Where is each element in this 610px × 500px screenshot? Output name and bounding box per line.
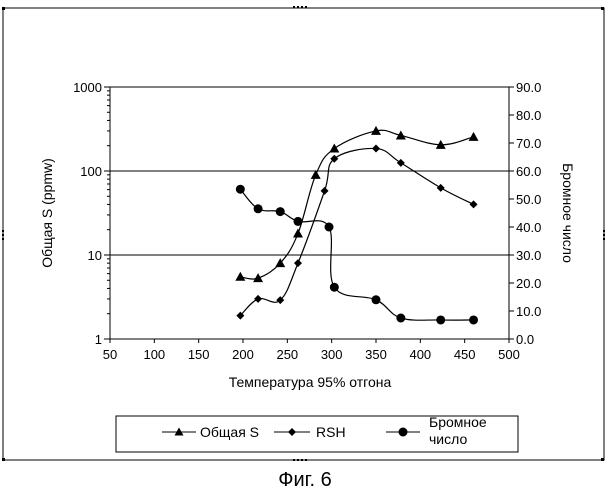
x-axis-title: Температура 95% отгона [229, 374, 392, 390]
circle-point [469, 315, 479, 325]
triangle-point [371, 125, 381, 135]
series-line [239, 188, 474, 321]
legend: Общая S RSH Бромное число [115, 414, 519, 453]
series-2 [236, 144, 478, 320]
frame-handles[interactable] [2, 6, 605, 461]
series-1 [235, 125, 479, 283]
x-tick-label: 300 [321, 347, 343, 362]
triangle-point [235, 271, 246, 281]
x-tick-label: 350 [365, 347, 387, 362]
right-y-axis: 0.0 10.0 20.0 30.0 40.0 50.0 60.0 70.0 80.0 90.0 [509, 80, 541, 347]
legend-label: RSH [316, 424, 346, 440]
right-y-tick-label: 50.0 [516, 192, 541, 207]
diamond-point [436, 183, 445, 192]
x-axis: 50 100 150 200 250 300 350 400 450 500 [103, 339, 520, 362]
right-y-tick-label: 0.0 [516, 332, 534, 347]
series-3 [235, 184, 479, 325]
legend-item-total-s: Общая S [162, 424, 259, 440]
diamond-point [330, 154, 339, 163]
circle-point [436, 315, 446, 325]
legend-item-bromine: Бромное число [386, 414, 491, 447]
right-y-tick-label: 40.0 [516, 220, 541, 235]
triangle-point [395, 130, 406, 140]
diamond-marker-icon [288, 428, 296, 436]
series-layer [235, 125, 479, 325]
x-tick-label: 100 [143, 347, 165, 362]
right-y-tick-label: 60.0 [516, 164, 541, 179]
legend-item-rsh: RSH [274, 424, 346, 440]
y-tick-label: 10 [88, 248, 102, 263]
triangle-point [468, 131, 479, 141]
diamond-point [236, 311, 245, 320]
x-tick-label: 500 [498, 347, 520, 362]
triangle-point [310, 169, 321, 179]
circle-point [235, 184, 245, 194]
x-tick-label: 450 [454, 347, 476, 362]
right-y-tick-label: 30.0 [516, 248, 541, 263]
triangle-point [275, 258, 286, 268]
legend-box [115, 415, 519, 453]
triangle-point [435, 139, 446, 149]
circle-point [275, 207, 285, 217]
plot-area [109, 86, 510, 340]
circle-point [329, 282, 339, 292]
x-tick-label: 50 [103, 347, 117, 362]
diamond-point [320, 186, 329, 195]
triangle-marker-icon [174, 427, 184, 436]
right-y-axis-title: Бромное число [560, 163, 576, 263]
diamond-point [276, 296, 285, 305]
left-y-axis: 1 10 100 1000 [73, 80, 110, 347]
circle-point [293, 216, 303, 226]
chart-frame [2, 7, 605, 461]
left-y-axis-title: Общая S (ppmw) [39, 158, 55, 268]
y-tick-label: 100 [80, 164, 102, 179]
x-tick-label: 400 [409, 347, 431, 362]
diamond-point [396, 158, 405, 167]
legend-label: Бромное число [429, 414, 491, 447]
x-tick-label: 150 [188, 347, 210, 362]
y-tick-label: 1000 [73, 80, 102, 95]
diamond-point [469, 200, 478, 209]
triangle-point [253, 273, 264, 283]
right-y-tick-label: 20.0 [516, 276, 541, 291]
series-line [239, 147, 474, 317]
x-tick-label: 200 [232, 347, 254, 362]
diamond-point [293, 259, 302, 268]
series-line [240, 129, 474, 280]
legend-label: Общая S [200, 424, 259, 440]
gridlines [110, 170, 509, 256]
triangle-point [329, 143, 340, 153]
circle-marker-icon [398, 427, 408, 437]
circle-point [253, 204, 263, 214]
y-tick-label: 1 [95, 332, 102, 347]
right-y-tick-label: 70.0 [516, 136, 541, 151]
x-tick-label: 250 [276, 347, 298, 362]
right-y-tick-label: 80.0 [516, 108, 541, 123]
right-y-tick-label: 10.0 [516, 304, 541, 319]
triangle-point [292, 228, 303, 238]
diamond-point [254, 294, 263, 303]
circle-point [371, 295, 381, 305]
figure-caption: Фиг. 6 [278, 469, 332, 491]
circle-point [396, 313, 406, 323]
circle-point [324, 222, 334, 232]
right-y-tick-label: 90.0 [516, 80, 541, 95]
diamond-point [372, 144, 380, 153]
